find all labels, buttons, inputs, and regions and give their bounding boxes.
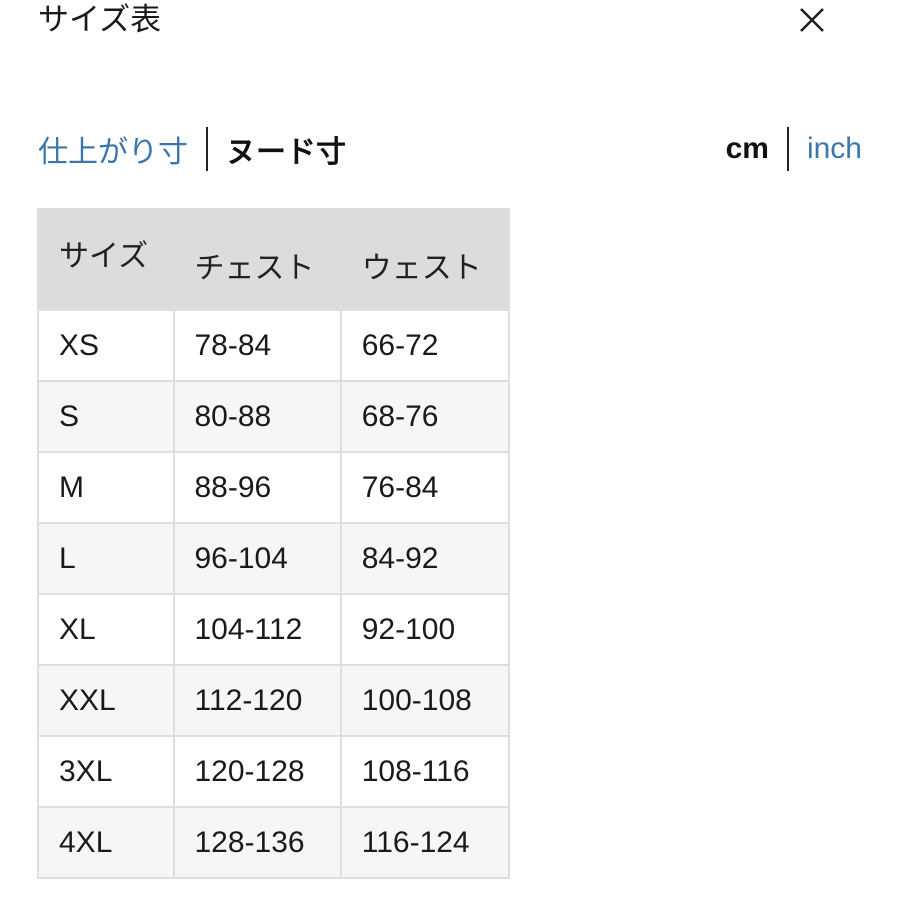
page-title: サイズ表 — [38, 2, 162, 37]
waist-cell: 100-108 — [339, 664, 511, 737]
waist-cell: 116-124 — [339, 806, 511, 879]
chest-cell: 104-112 — [172, 593, 342, 666]
table-header-row: サイズ チェスト ウェスト — [37, 208, 511, 311]
waist-cell: 92-100 — [339, 593, 511, 666]
tab-finished-size[interactable]: 仕上がり寸 — [38, 136, 188, 169]
tab-body-size[interactable]: ヌード寸 — [226, 136, 346, 169]
table-row: 4XL 128-136 116-124 — [37, 806, 511, 879]
column-header-chest: チェスト — [172, 208, 342, 311]
chest-cell: 88-96 — [172, 451, 342, 524]
measurement-type-tabs: 仕上がり寸 ヌード寸 — [38, 127, 346, 171]
size-cell: 4XL — [37, 806, 175, 879]
waist-cell: 68-76 — [339, 380, 511, 453]
unit-inch[interactable]: inch — [806, 132, 862, 165]
chest-cell: 80-88 — [172, 380, 342, 453]
size-cell: XXL — [37, 664, 175, 737]
waist-cell: 76-84 — [339, 451, 511, 524]
table-row: XXL 112-120 100-108 — [37, 664, 511, 737]
column-header-size: サイズ — [37, 208, 175, 311]
size-table: サイズ チェスト ウェスト XS 78-84 66-72 S 80-88 68-76 M 88… — [37, 208, 511, 879]
divider — [786, 127, 789, 171]
waist-cell: 108-116 — [339, 735, 511, 808]
table-row: XL 104-112 92-100 — [37, 593, 511, 666]
size-cell: XS — [37, 309, 175, 382]
column-header-waist: ウェスト — [339, 208, 511, 311]
unit-toggle: cm inch — [726, 127, 862, 171]
chest-cell: 112-120 — [172, 664, 342, 737]
chest-cell: 128-136 — [172, 806, 342, 879]
close-button[interactable] — [796, 4, 828, 36]
chest-cell: 120-128 — [172, 735, 342, 808]
table-row: S 80-88 68-76 — [37, 380, 511, 453]
table-row: L 96-104 84-92 — [37, 522, 511, 595]
size-cell: S — [37, 380, 175, 453]
table-row: M 88-96 76-84 — [37, 451, 511, 524]
chest-cell: 78-84 — [172, 309, 342, 382]
divider — [206, 127, 208, 171]
table-row: 3XL 120-128 108-116 — [37, 735, 511, 808]
table-row: XS 78-84 66-72 — [37, 309, 511, 382]
waist-cell: 66-72 — [339, 309, 511, 382]
waist-cell: 84-92 — [339, 522, 511, 595]
size-cell: M — [37, 451, 175, 524]
size-cell: 3XL — [37, 735, 175, 808]
size-cell: XL — [37, 593, 175, 666]
unit-cm[interactable]: cm — [725, 132, 769, 165]
close-icon — [800, 8, 824, 32]
size-cell: L — [37, 522, 175, 595]
chest-cell: 96-104 — [172, 522, 342, 595]
